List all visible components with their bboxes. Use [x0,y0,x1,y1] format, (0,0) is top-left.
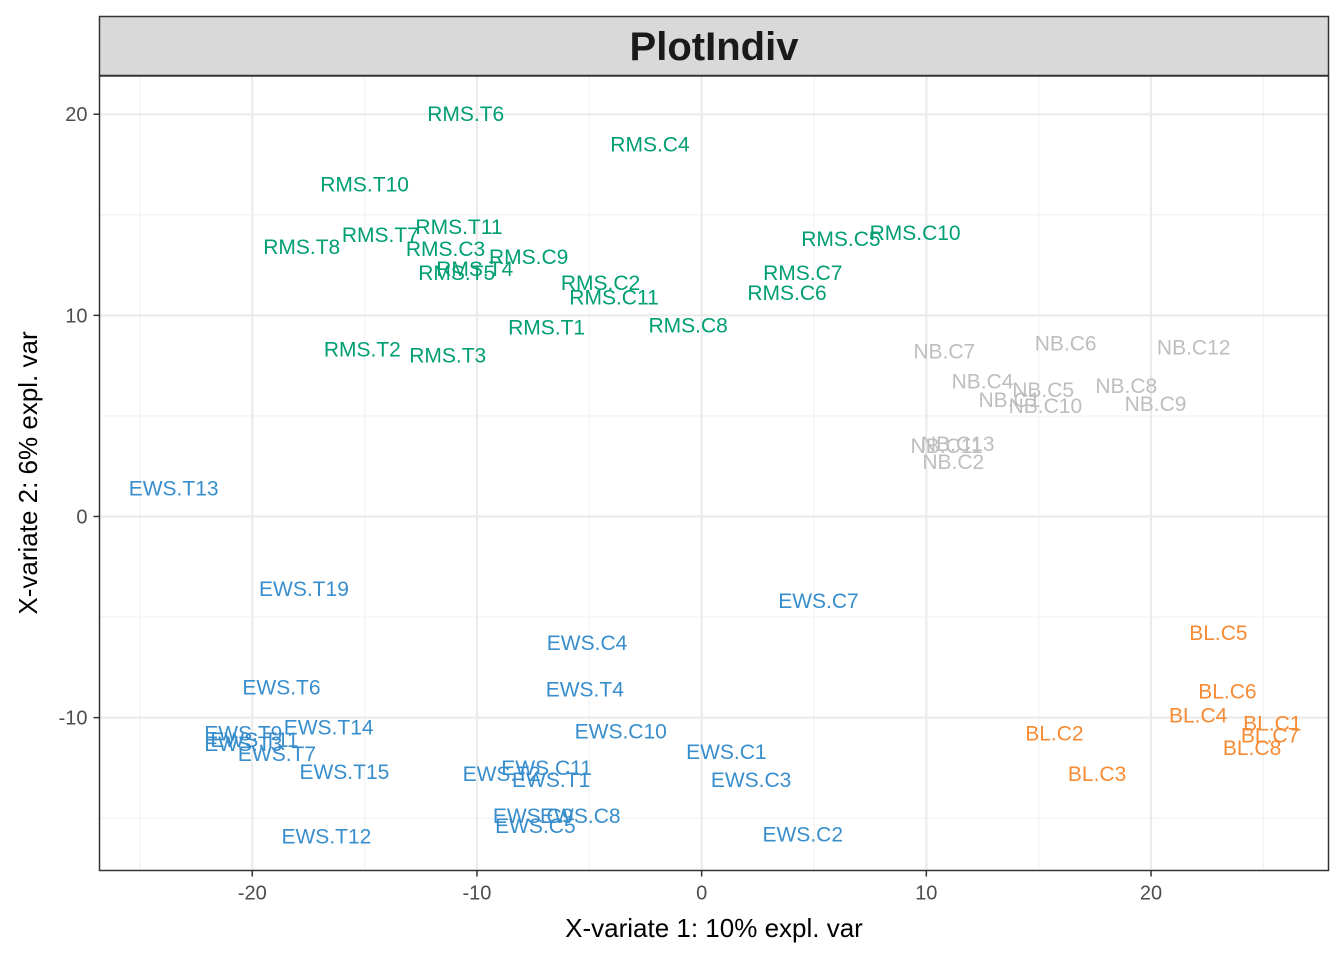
point-label-ews-c5: EWS.C5 [495,815,576,838]
chart-title: PlotIndiv [630,25,800,69]
point-label-rms-c9: RMS.C9 [489,246,568,269]
point-label-rms-c3: RMS.C3 [406,238,485,261]
point-label-rms-t3: RMS.T3 [409,345,486,368]
point-label-ews-t6: EWS.T6 [242,676,320,699]
point-label-rms-c6: RMS.C6 [747,282,826,305]
point-label-bl-c5: BL.C5 [1189,622,1247,645]
point-label-ews-c4: EWS.C4 [547,632,628,655]
point-label-ews-t7: EWS.T7 [238,743,316,766]
point-label-nb-c7: NB.C7 [913,341,975,364]
major-gridlines [99,76,1329,871]
point-label-bl-c3: BL.C3 [1068,763,1126,786]
point-label-ews-c10: EWS.C10 [575,721,667,744]
point-label-ews-t4: EWS.T4 [546,678,624,701]
point-label-ews-t2: EWS.T2 [463,763,541,786]
x-axis-ticks: -20 -10 0 10 20 [238,870,1162,905]
point-label-ews-c3: EWS.C3 [711,769,792,792]
point-label-rms-t11: RMS.T11 [415,216,502,239]
point-label-rms-t1: RMS.T1 [508,316,585,339]
point-label-bl-c2: BL.C2 [1025,723,1083,746]
point-label-ews-c1: EWS.C1 [686,741,767,764]
point-label-nb-c1: NB.C1 [979,389,1041,412]
point-label-bl-c4: BL.C4 [1169,705,1228,728]
y-tick-label: 0 [76,506,87,528]
y-tick-label: 10 [65,305,87,327]
point-label-nb-c9: NB.C9 [1125,393,1187,416]
point-label-nb-c4: NB.C4 [952,371,1014,394]
point-label-nb-c6: NB.C6 [1035,333,1097,356]
point-label-rms-t8: RMS.T8 [263,236,340,259]
point-label-ews-t19: EWS.T19 [259,578,349,601]
point-label-ews-c2: EWS.C2 [762,823,843,846]
point-label-nb-c10: NB.C10 [1009,395,1083,418]
point-label-ews-t1: EWS.T1 [512,769,590,792]
x-axis-title: X-variate 1: 10% expl. var [565,913,863,943]
point-label-bl-c6: BL.C6 [1198,680,1256,703]
point-label-nb-c12: NB.C12 [1157,337,1231,360]
point-label-rms-t7: RMS.T7 [342,224,419,247]
point-label-ews-t11: EWS.T11 [210,729,298,752]
point-label-rms-c2: RMS.C2 [561,272,640,295]
point-label-bl-c7: BL.C7 [1241,725,1299,748]
y-axis-ticks: -10 0 10 20 [59,104,100,730]
point-label-ews-t9: EWS.T9 [204,723,282,746]
x-tick-label: 20 [1140,883,1162,905]
x-tick-label: 10 [915,883,937,905]
point-label-rms-t10: RMS.T10 [320,174,409,197]
point-label-nb-c11: NB.C11 [911,435,983,458]
point-label-rms-t2: RMS.T2 [324,339,401,362]
point-label-bl-c1: BL.C1 [1243,713,1301,736]
point-label-ews-t13: EWS.T13 [129,477,219,500]
point-label-rms-c10: RMS.C10 [870,222,961,245]
point-label-ews-c7: EWS.C7 [778,590,859,613]
point-label-ews-t3: EWS.T3 [204,733,282,756]
point-label-rms-t6: RMS.T6 [427,103,504,126]
y-tick-label: 20 [65,104,87,126]
point-label-ews-t15: EWS.T15 [299,761,389,784]
point-label-bl-c8: BL.C8 [1223,737,1281,760]
point-label-ews-c9: EWS.C9 [493,805,574,828]
x-tick-label: 0 [696,883,707,905]
minor-gridlines [99,76,1329,871]
point-label-ews-c8: EWS.C8 [540,805,621,828]
point-label-rms-c7: RMS.C7 [763,262,842,285]
point-label-ews-c11: EWS.C11 [501,757,592,780]
point-label-ews-t14: EWS.T14 [284,717,374,740]
point-label-nb-c2: NB.C2 [922,451,984,474]
point-label-ews-t12: EWS.T12 [281,825,371,848]
point-label-nb-c5: NB.C5 [1012,379,1074,402]
point-label-nb-c13: NB.C13 [921,433,995,456]
x-tick-label: -20 [238,883,267,905]
facet-strip [98,15,1330,77]
y-tick-label: -10 [59,708,88,730]
point-label-rms-c11: RMS.C11 [569,286,658,309]
plot-panel [99,76,1329,871]
point-label-nb-c8: NB.C8 [1095,375,1157,398]
point-label-rms-c4: RMS.C4 [610,133,690,156]
y-axis-title: X-variate 2: 6% expl. var [13,331,43,615]
point-label-rms-t4: RMS.T4 [436,258,513,281]
plot-border [98,75,1330,872]
x-tick-label: -10 [463,883,492,905]
point-label-rms-c8: RMS.C8 [648,314,727,337]
point-label-rms-t5: RMS.T5 [418,262,495,285]
point-label-rms-c5: RMS.C5 [801,228,880,251]
